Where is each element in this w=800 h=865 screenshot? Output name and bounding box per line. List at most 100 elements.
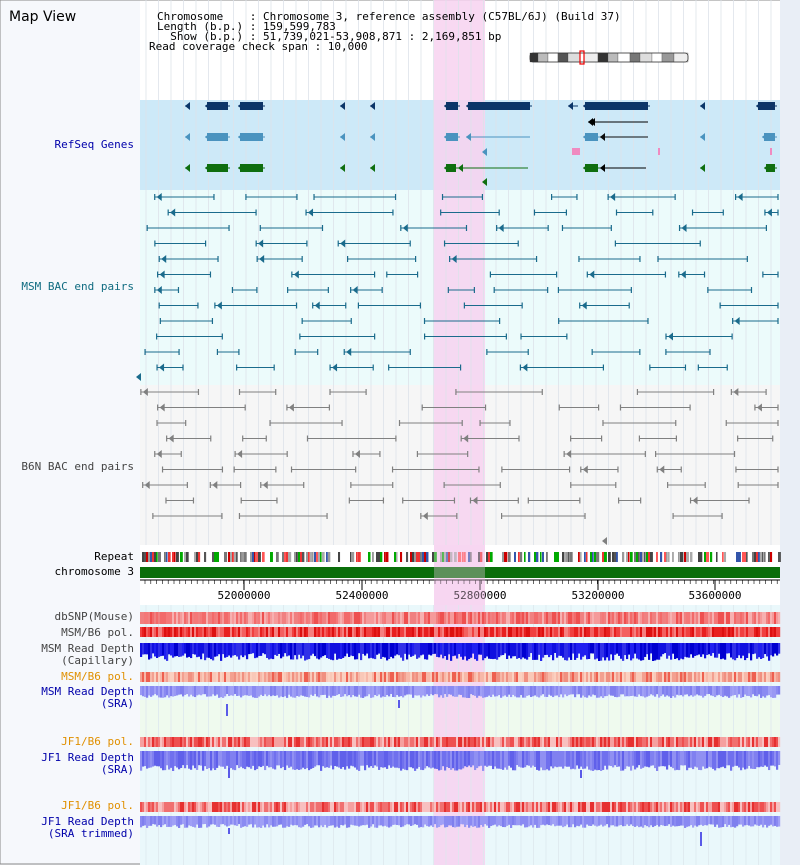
msm-depth-sra-bar[interactable] [560,686,563,695]
jf1-pol2-cell[interactable] [372,802,375,812]
msm-depth-sra-bar[interactable] [208,686,211,697]
dbsnp-cell[interactable] [180,612,183,624]
jf1-pol2-cell[interactable] [514,802,517,812]
msm-b6-pol2-cell[interactable] [320,672,323,682]
msm-b6-pol2-cell[interactable] [494,672,497,682]
dbsnp-cell[interactable] [556,612,559,624]
gene-arrow[interactable] [590,118,595,126]
msm-b6-pol-cell[interactable] [516,627,519,637]
jf1-pol1-cell[interactable] [432,737,435,747]
msm-b6-pol2-cell[interactable] [406,672,409,682]
msm-depth-capillary-bar[interactable] [368,643,371,659]
jf1-pol1-cell[interactable] [688,737,691,747]
dbsnp-cell[interactable] [146,612,149,624]
jf1-pol1-cell[interactable] [630,737,633,747]
jf1-depth-trimmed-bar[interactable] [510,816,513,828]
repeat-feature[interactable] [198,552,201,562]
repeat-feature[interactable] [326,552,328,562]
gene-feature-pink[interactable] [770,148,772,155]
msm-b6-pol-cell[interactable] [306,627,309,637]
msm-b6-pol-cell[interactable] [228,627,231,637]
jf1-pol1-cell[interactable] [278,737,281,747]
msm-b6-pol2-cell[interactable] [554,672,557,682]
jf1-depth-sra-bar[interactable] [762,751,765,767]
msm-b6-pol-cell[interactable] [238,627,241,637]
jf1-depth-sra-bar[interactable] [730,751,733,771]
msm-b6-pol2-cell[interactable] [240,672,243,682]
msm-depth-capillary-bar[interactable] [260,643,263,656]
msm-depth-capillary-bar[interactable] [490,643,493,659]
jf1-depth-sra-bar[interactable] [402,751,405,769]
msm-b6-pol2-cell[interactable] [306,672,309,682]
jf1-pol2-cell[interactable] [704,802,707,812]
msm-bac-pair-arrow[interactable] [352,286,358,294]
msm-depth-capillary-bar[interactable] [670,643,673,660]
msm-b6-pol2-cell[interactable] [568,672,571,682]
msm-depth-sra-bar[interactable] [484,686,487,698]
jf1-pol1-cell[interactable] [346,737,349,747]
msm-depth-sra-bar[interactable] [234,686,237,695]
msm-b6-pol2-cell[interactable] [140,672,143,682]
dbsnp-cell[interactable] [590,612,593,624]
jf1-pol2-cell[interactable] [260,802,263,812]
dbsnp-cell[interactable] [546,612,549,624]
dbsnp-cell[interactable] [766,612,769,624]
dbsnp-cell[interactable] [232,612,235,624]
jf1-pol1-cell[interactable] [274,737,277,747]
jf1-pol1-cell[interactable] [536,737,539,747]
jf1-pol2-cell[interactable] [168,802,171,812]
gene-arrow[interactable] [370,102,375,110]
gene-arrow[interactable] [700,164,705,172]
jf1-depth-sra-bar[interactable] [478,751,481,767]
repeat-feature[interactable] [440,552,442,562]
msm-depth-sra-bar[interactable] [408,686,411,695]
jf1-pol1-cell[interactable] [540,737,543,747]
msm-b6-pol-cell[interactable] [692,627,695,637]
msm-depth-capillary-bar[interactable] [188,643,191,657]
msm-depth-capillary-bar[interactable] [510,643,513,659]
msm-b6-pol-cell[interactable] [264,627,267,637]
msm-depth-sra-bar[interactable] [776,686,779,695]
msm-depth-capillary-bar[interactable] [774,643,777,654]
jf1-depth-trimmed-bar[interactable] [474,816,477,827]
jf1-depth-trimmed-bar[interactable] [514,816,517,826]
msm-depth-sra-bar[interactable] [158,686,161,698]
jf1-depth-sra-bar[interactable] [216,751,219,768]
msm-b6-pol-cell[interactable] [760,627,763,637]
repeat-feature[interactable] [480,552,483,562]
msm-depth-sra-bar[interactable] [258,686,261,697]
msm-depth-capillary-bar[interactable] [278,643,281,654]
msm-depth-capillary-bar[interactable] [576,643,579,658]
gene-arrow[interactable] [205,164,210,172]
jf1-depth-sra-bar[interactable] [554,751,557,767]
gene-arrow[interactable] [340,102,345,110]
msm-depth-sra-bar[interactable] [224,686,227,697]
repeat-feature[interactable] [644,552,646,562]
jf1-depth-trimmed-bar[interactable] [522,816,525,825]
jf1-depth-trimmed-bar[interactable] [760,816,763,825]
msm-depth-sra-bar[interactable] [708,686,711,695]
repeat-feature[interactable] [380,552,383,562]
dbsnp-cell[interactable] [292,612,295,624]
jf1-pol2-cell[interactable] [434,802,437,812]
jf1-pol2-cell[interactable] [336,802,339,812]
msm-depth-sra-bar[interactable] [242,686,245,696]
dbsnp-cell[interactable] [624,612,627,624]
msm-b6-pol-cell[interactable] [342,627,345,637]
jf1-depth-sra-bar[interactable] [508,751,511,766]
jf1-depth-sra-bar[interactable] [400,751,403,771]
jf1-depth-trimmed-bar[interactable] [150,816,153,826]
msm-depth-sra-bar[interactable] [470,686,473,695]
repeat-feature[interactable] [146,552,149,562]
dbsnp-cell[interactable] [272,612,275,624]
jf1-depth-trimmed-bar[interactable] [670,816,673,827]
gene-arrow[interactable] [583,133,588,141]
jf1-depth-sra-bar[interactable] [446,751,449,768]
dbsnp-cell[interactable] [706,612,709,624]
msm-b6-pol-cell[interactable] [418,627,421,637]
jf1-depth-sra-bar[interactable] [488,751,491,766]
msm-depth-capillary-bar[interactable] [738,643,741,656]
msm-b6-pol-cell[interactable] [686,627,689,637]
jf1-pol1-cell[interactable] [716,737,719,747]
msm-b6-pol2-cell[interactable] [628,672,631,682]
